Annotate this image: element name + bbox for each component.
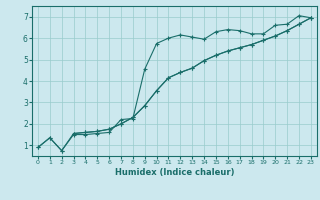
X-axis label: Humidex (Indice chaleur): Humidex (Indice chaleur) xyxy=(115,168,234,177)
